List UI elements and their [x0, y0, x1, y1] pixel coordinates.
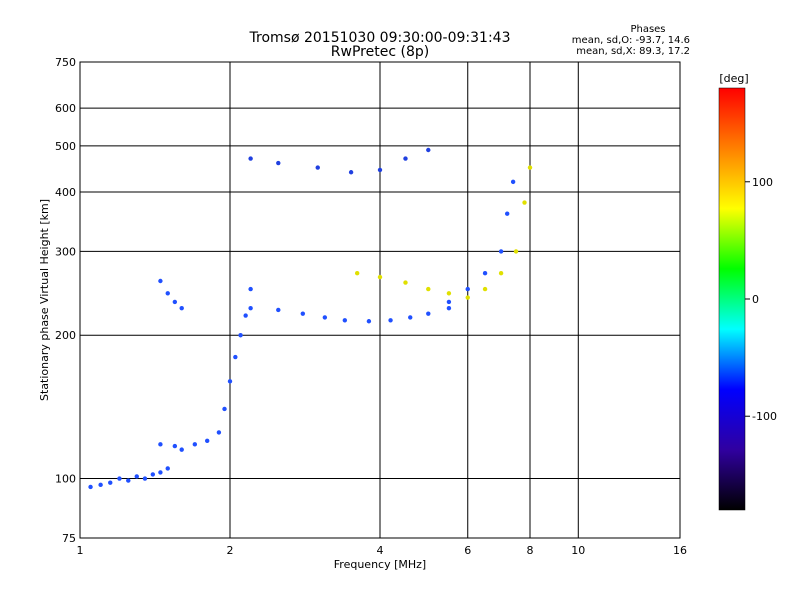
colorbar-label: [deg]	[719, 72, 748, 85]
colorbar-tick-label: 100	[752, 176, 773, 189]
data-point	[504, 211, 510, 216]
data-point	[248, 305, 253, 311]
phase-legend-x: mean, sd,X: 89.3, 17.2	[576, 46, 690, 57]
data-point	[142, 476, 148, 481]
data-point	[510, 179, 516, 185]
data-point	[204, 438, 210, 444]
data-point	[227, 379, 233, 384]
data-point	[482, 271, 488, 276]
data-point	[342, 318, 348, 323]
data-point	[315, 165, 320, 170]
y-axis-label: Stationary phase Virtual Height [km]	[38, 199, 51, 401]
data-point	[158, 470, 163, 475]
data-point	[172, 443, 178, 449]
grid-lines	[80, 62, 680, 538]
data-point	[426, 286, 431, 292]
colorbar-ticks: 100 0 -100	[745, 176, 777, 423]
data-point	[88, 484, 93, 490]
x-tick-label: 2	[227, 544, 234, 557]
y-tick-label: 100	[55, 473, 76, 486]
data-point	[388, 318, 393, 323]
data-point	[222, 406, 227, 412]
data-point	[158, 442, 163, 447]
data-point	[134, 474, 139, 479]
data-point	[248, 286, 253, 292]
data-point	[408, 315, 413, 320]
data-point	[165, 291, 170, 296]
x-tick-label: 10	[571, 544, 585, 557]
data-point	[322, 315, 328, 320]
data-point	[276, 160, 281, 166]
data-point	[172, 299, 178, 305]
data-point	[498, 271, 504, 276]
colorbar	[718, 87, 746, 511]
data-point	[192, 442, 198, 447]
data-point	[98, 482, 103, 488]
phase-legend-title: Phases	[630, 24, 665, 35]
x-tick-label: 1	[77, 544, 84, 557]
data-point	[426, 311, 431, 316]
y-tick-label: 300	[55, 245, 76, 258]
data-point	[498, 249, 504, 254]
y-tick-label: 750	[55, 56, 76, 69]
data-point	[300, 311, 306, 316]
data-point	[446, 305, 452, 311]
x-tick-label: 6	[464, 544, 471, 557]
data-point	[108, 480, 113, 485]
data-point	[527, 165, 533, 170]
x-tick-label: 8	[527, 544, 534, 557]
chart-subtitle: RwPretec (8p)	[331, 44, 429, 60]
x-axis-ticks: 1 2 4 6 8 10 16	[77, 544, 688, 557]
x-tick-label: 16	[673, 544, 687, 557]
data-point	[377, 274, 383, 280]
data-point	[238, 333, 243, 338]
data-point	[179, 447, 184, 452]
y-tick-label: 400	[55, 186, 76, 199]
data-point	[276, 307, 281, 313]
x-axis-label: Frequency [MHz]	[334, 558, 426, 571]
data-point	[158, 278, 163, 284]
data-point	[426, 147, 431, 153]
data-point	[465, 295, 470, 300]
x-tick-label: 4	[377, 544, 384, 557]
data-point	[446, 299, 452, 305]
data-point	[179, 305, 184, 311]
y-tick-label: 75	[62, 532, 76, 545]
data-point	[117, 476, 122, 481]
chart-title: Tromsø 20151030 09:30:00-09:31:43	[249, 30, 511, 46]
colorbar-tick-label: -100	[752, 410, 777, 423]
data-point	[482, 286, 488, 292]
data-point	[354, 271, 360, 276]
y-tick-label: 500	[55, 140, 76, 153]
y-tick-label: 200	[55, 329, 76, 342]
data-point	[165, 466, 170, 471]
plot-frame	[79, 61, 681, 539]
colorbar-tick-label: 0	[752, 293, 759, 306]
data-point	[446, 291, 452, 296]
data-point	[150, 472, 156, 477]
data-point	[243, 313, 248, 318]
data-point	[522, 200, 527, 205]
data-point	[513, 249, 519, 254]
data-point	[216, 430, 222, 435]
data-point	[403, 280, 408, 285]
y-axis-ticks: 750 600 500 400 300 200 100 75	[55, 56, 76, 545]
scatter-points	[88, 147, 533, 490]
data-point	[348, 170, 354, 175]
data-point	[126, 478, 131, 483]
data-point	[248, 156, 253, 161]
phase-legend-o: mean, sd,O: -93.7, 14.6	[572, 35, 690, 46]
data-point	[403, 156, 408, 161]
data-point	[366, 319, 372, 324]
phase-legend: Phases mean, sd,O: -93.7, 14.6 mean, sd,…	[572, 24, 690, 57]
data-point	[465, 286, 470, 292]
data-point	[377, 167, 383, 173]
data-point	[233, 354, 238, 360]
y-tick-label: 600	[55, 102, 76, 115]
